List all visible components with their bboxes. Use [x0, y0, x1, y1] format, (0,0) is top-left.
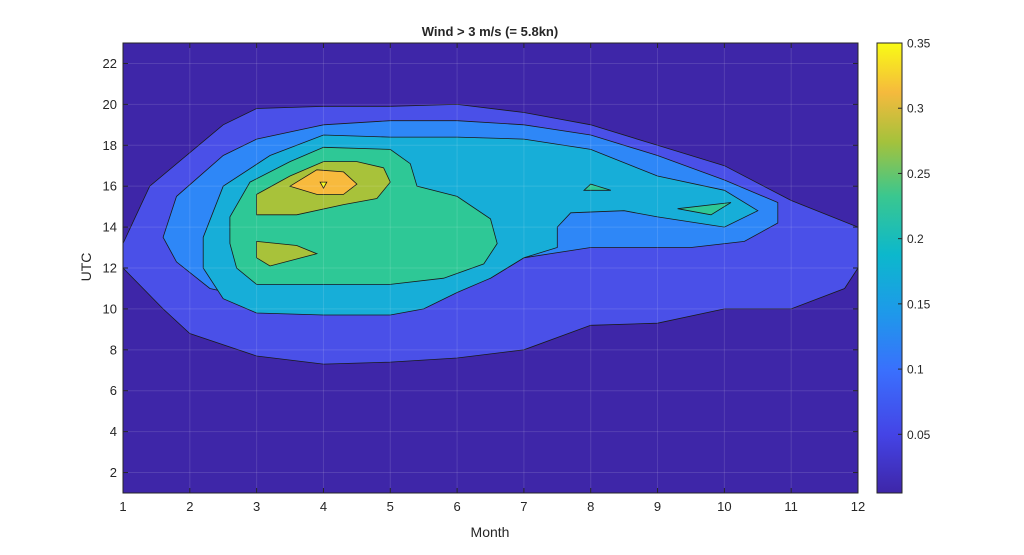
contour-region-8 — [677, 202, 732, 216]
y-tick-label: 2 — [110, 465, 117, 480]
colorbar-tick-label: 0.2 — [907, 232, 924, 246]
colorbar-ticks: 0.05 0.1 0.15 0.2 0.25 0.3 0.35 — [898, 37, 931, 442]
y-tick-label: 20 — [103, 97, 117, 112]
y-axis-ticks: 2 4 6 8 10 12 14 16 18 20 22 — [103, 56, 858, 480]
x-tick-label: 4 — [320, 499, 327, 514]
x-tick-label: 11 — [784, 499, 798, 514]
x-tick-label: 10 — [717, 499, 731, 514]
colorbar-tick-label: 0.05 — [907, 428, 931, 442]
x-tick-label: 12 — [851, 499, 865, 514]
y-tick-label: 16 — [103, 179, 117, 194]
x-tick-label: 5 — [387, 499, 394, 514]
y-tick-label: 6 — [110, 383, 117, 398]
contour-region-5 — [256, 240, 319, 267]
colorbar-tick-label: 0.15 — [907, 297, 931, 311]
x-tick-label: 9 — [654, 499, 661, 514]
y-tick-label: 14 — [103, 220, 117, 235]
y-tick-label: 4 — [110, 424, 117, 439]
contour-region-7 — [319, 181, 328, 190]
colorbar-tick-label: 0.3 — [907, 102, 924, 116]
x-tick-label: 1 — [119, 499, 126, 514]
contour-regions — [122, 103, 859, 365]
x-axis-ticks: 1 2 3 4 5 6 7 8 9 10 11 12 — [119, 43, 865, 514]
y-tick-label: 18 — [103, 138, 117, 153]
colorbar-tick-label: 0.35 — [907, 37, 931, 51]
y-tick-label: 10 — [103, 301, 117, 316]
x-tick-label: 8 — [587, 499, 594, 514]
x-tick-label: 2 — [186, 499, 193, 514]
colorbar-tick-label: 0.25 — [907, 167, 931, 181]
y-tick-label: 8 — [110, 342, 117, 357]
colorbar — [876, 42, 903, 494]
x-tick-label: 6 — [453, 499, 460, 514]
y-axis-label: UTC — [78, 253, 94, 282]
colorbar-tick-label: 0.1 — [907, 363, 924, 377]
x-tick-label: 3 — [253, 499, 260, 514]
x-axis-label: Month — [471, 524, 510, 540]
y-tick-label: 22 — [103, 56, 117, 71]
contour-region-9 — [582, 183, 611, 191]
x-tick-label: 7 — [520, 499, 527, 514]
y-tick-label: 12 — [103, 261, 117, 276]
chart-title: Wind > 3 m/s (= 5.8kn) — [422, 24, 558, 39]
